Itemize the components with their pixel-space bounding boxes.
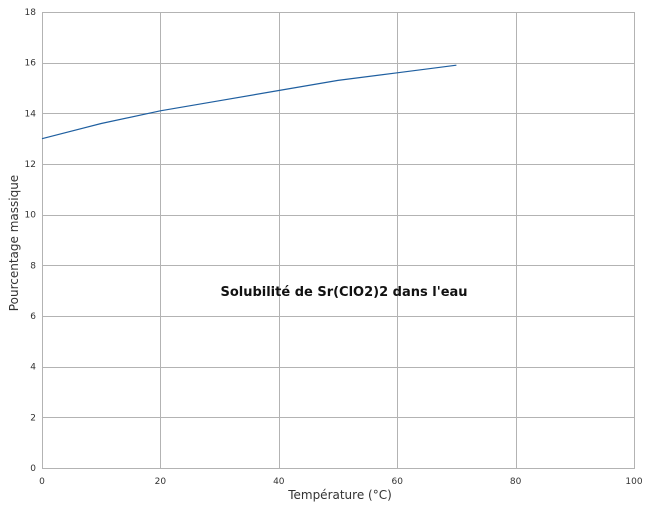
y-tick-label: 8 <box>30 261 36 271</box>
x-axis-title: Température (°C) <box>287 488 392 502</box>
x-tick-label: 100 <box>625 477 642 487</box>
y-axis-title: Pourcentage massique <box>7 175 21 311</box>
y-tick-label: 6 <box>30 312 36 322</box>
series-layer <box>41 64 457 140</box>
y-tick-label: 14 <box>25 109 37 119</box>
y-tick-label: 16 <box>25 59 37 69</box>
x-tick-label: 40 <box>273 477 285 487</box>
y-tick-label: 4 <box>30 363 36 373</box>
x-tick-label: 60 <box>391 477 403 487</box>
series-line-0 <box>41 64 457 140</box>
y-tick-label: 12 <box>25 160 36 170</box>
x-axis-ticks: 0 20 40 60 80 100 <box>39 477 643 487</box>
plot-area <box>42 12 635 469</box>
x-tick-label: 80 <box>510 477 522 487</box>
y-tick-label: 2 <box>30 413 36 423</box>
y-axis-ticks: 0 2 4 6 8 10 12 14 16 18 <box>25 8 37 474</box>
chart-title: Solubilité de Sr(ClO2)2 dans l'eau <box>220 285 467 300</box>
y-tick-label: 0 <box>30 464 36 474</box>
x-tick-label: 0 <box>39 477 45 487</box>
x-tick-label: 20 <box>155 477 167 487</box>
y-tick-label: 10 <box>25 211 37 221</box>
y-tick-label: 18 <box>25 8 37 18</box>
